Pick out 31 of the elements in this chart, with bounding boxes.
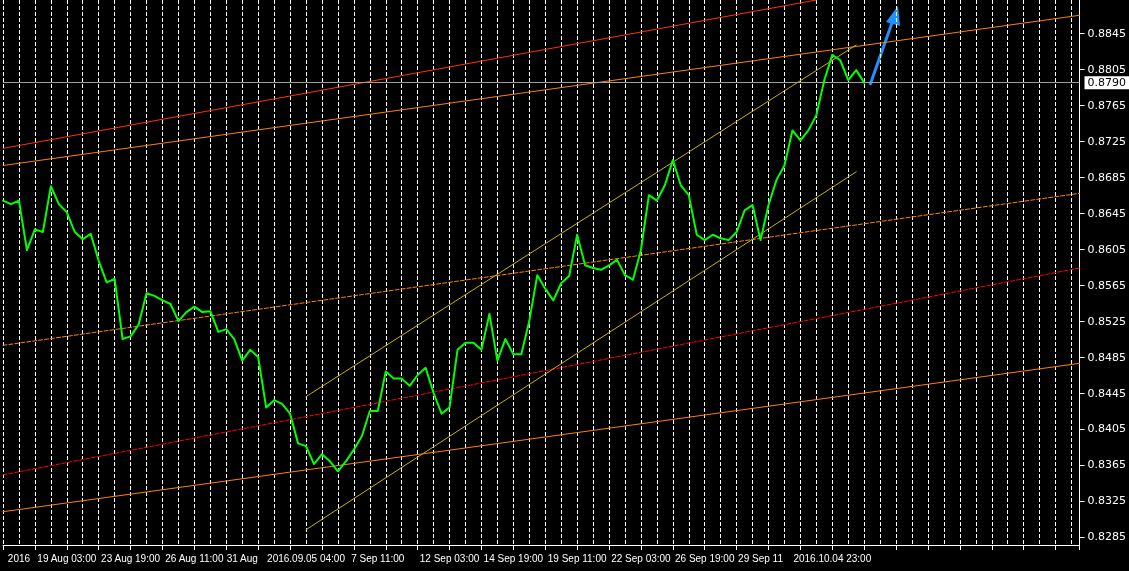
y-tick-label: 0.8325 <box>1087 494 1127 508</box>
y-tick-label: 0.8565 <box>1087 278 1127 292</box>
x-tick-label: 2016 <box>7 552 31 564</box>
y-tick-label: 0.8725 <box>1087 134 1127 148</box>
x-tick-label: 12 Sep 03:00 <box>419 552 480 564</box>
x-tick-label: 31 Aug <box>226 552 258 564</box>
x-tick-label: 22 Sep 03:00 <box>611 552 672 564</box>
y-tick-label: 0.8845 <box>1087 26 1127 40</box>
x-tick-label: 2016.09.05 04:00 <box>267 552 346 564</box>
x-tick-label: 14 Sep 19:00 <box>483 552 544 564</box>
y-tick-label: 0.8805 <box>1087 62 1127 76</box>
x-tick-label: 2016.10.04 23:00 <box>793 552 872 564</box>
x-tick-label: 19 Sep 11:00 <box>547 552 607 564</box>
y-tick-label: 0.8765 <box>1087 98 1127 112</box>
y-tick-label: 0.8485 <box>1087 350 1127 364</box>
line-series <box>2 53 866 473</box>
y-tick-label: 0.8685 <box>1087 170 1127 184</box>
x-tick-label: 7 Sep 11:00 <box>351 552 405 564</box>
x-tick-label: 29 Sep 11 <box>738 552 784 564</box>
y-tick-label: 0.8645 <box>1087 206 1127 220</box>
y-tick-label: 0.8525 <box>1087 314 1127 328</box>
y-tick-label: 0.8285 <box>1087 530 1127 544</box>
y-tick-label: 0.8365 <box>1087 458 1127 472</box>
x-tick-label: 26 Aug 11:00 <box>165 552 224 564</box>
y-tick-label: 0.8445 <box>1087 386 1127 400</box>
ref-line-label: 0.8790 <box>1087 76 1127 90</box>
x-tick-label: 23 Aug 19:00 <box>101 552 161 564</box>
y-tick-label: 0.8605 <box>1087 242 1127 256</box>
x-tick-label: 26 Sep 19:00 <box>674 552 735 564</box>
x-tick-label: 19 Aug 03:00 <box>37 552 97 564</box>
y-tick-label: 0.8405 <box>1087 422 1127 436</box>
